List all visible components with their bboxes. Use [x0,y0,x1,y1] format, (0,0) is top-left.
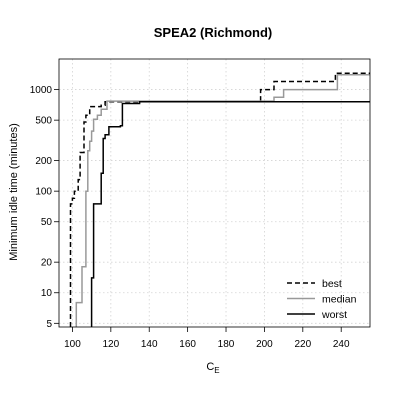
y-tick-label: 200 [35,156,52,167]
y-tick-label: 50 [41,217,53,228]
y-tick-label: 100 [35,187,52,198]
series-line-worst [90,100,370,327]
plot-frame [58,58,371,328]
grid-lines [59,59,370,327]
x-tick-label: 180 [218,339,235,350]
y-tick-label: 20 [41,258,53,269]
chart-title: SPEA2 (Richmond) [154,25,272,40]
x-tick-label: 120 [102,339,119,350]
x-tick-label: 140 [141,339,158,350]
legend-label-median: median [322,294,357,306]
legend-label-best: best [322,278,342,290]
legend-label-worst: worst [321,309,347,321]
x-tick-label: 160 [179,339,196,350]
x-tick-label: 200 [256,339,273,350]
x-axis: 100 120 140 160 180 200 220 240 [64,327,350,350]
y-axis: 5 10 20 50 100 200 500 1000 [30,85,59,330]
x-tick-label: 100 [64,339,81,350]
x-axis-label: CE [206,361,219,375]
x-axis-label-main: C [206,361,214,373]
y-tick-label: 500 [35,116,52,127]
y-tick-label: 10 [41,288,53,299]
series-line-best [69,72,370,327]
y-tick-label: 5 [46,319,52,330]
series-line-median [75,73,370,327]
y-tick-label: 1000 [30,85,53,96]
y-axis-label: Minimum idle time (minutes) [8,123,20,261]
x-tick-label: 240 [333,339,350,350]
x-axis-label-subscript: E [214,366,219,375]
x-tick-label: 220 [294,339,311,350]
legend: best median worst [287,278,357,321]
series-lines [69,72,370,327]
